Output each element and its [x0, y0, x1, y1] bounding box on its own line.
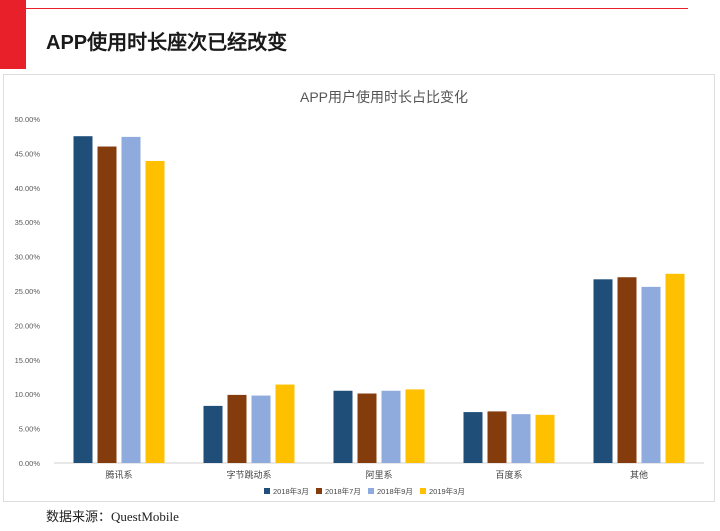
page-title: APP使用时长座次已经改变	[46, 26, 287, 55]
header-rule	[26, 8, 688, 9]
chart-title: APP用户使用时长占比变化	[300, 89, 468, 105]
bar-5-4	[666, 274, 685, 463]
y-tick-label: 45.00%	[15, 149, 41, 158]
y-tick-label: 5.00%	[19, 425, 41, 434]
bar-chart: APP用户使用时长占比变化 0.00% 5.00% 10.00% 15.00% 20.00…	[4, 75, 716, 503]
y-tick-label: 35.00%	[15, 218, 41, 227]
bar-3-4	[406, 389, 425, 463]
bar-2-4	[276, 385, 295, 463]
bar-4-1	[464, 412, 483, 463]
bar-3-2	[358, 394, 377, 463]
legend-swatch	[264, 488, 270, 494]
bar-2-2	[228, 395, 247, 463]
y-tick-label: 50.00%	[15, 115, 41, 124]
bar-1-1	[74, 136, 93, 463]
bar-4-3	[512, 414, 531, 463]
bar-1-4	[146, 161, 165, 463]
legend-entry: 2018年3月	[273, 486, 309, 496]
y-tick-label: 15.00%	[15, 356, 41, 365]
x-category-label: 其他	[630, 469, 648, 481]
legend-swatch	[316, 488, 322, 494]
bar-1-2	[98, 147, 117, 463]
bar-1-3	[122, 137, 141, 463]
bar-3-3	[382, 391, 401, 463]
x-category-label: 腾讯系	[105, 469, 132, 481]
bar-5-1	[594, 279, 613, 463]
y-tick-label: 20.00%	[15, 321, 41, 330]
y-tick-label: 40.00%	[15, 184, 41, 193]
x-category-label: 百度系	[495, 469, 522, 481]
x-category-label: 字节跳动系	[226, 469, 271, 481]
legend-entry: 2018年7月	[325, 486, 361, 496]
bar-4-2	[488, 411, 507, 463]
legend-swatch	[420, 488, 426, 494]
x-category-label: 阿里系	[365, 470, 392, 481]
y-tick-label: 30.00%	[15, 253, 41, 262]
y-tick-label: 0.00%	[19, 459, 41, 468]
legend-entry: 2019年3月	[429, 486, 465, 496]
bar-2-3	[252, 396, 271, 463]
bar-4-4	[536, 415, 555, 463]
bar-2-1	[204, 406, 223, 463]
legend-swatch	[368, 488, 374, 494]
y-tick-label: 25.00%	[15, 287, 41, 296]
chart-panel: APP用户使用时长占比变化 0.00% 5.00% 10.00% 15.00% 20.00…	[3, 74, 715, 502]
bar-3-1	[334, 391, 353, 463]
y-tick-label: 10.00%	[15, 390, 41, 399]
bar-5-2	[618, 277, 637, 463]
bar-5-3	[642, 287, 661, 463]
legend-entry: 2018年9月	[377, 486, 413, 496]
title-accent-bar	[0, 0, 26, 69]
data-source-note: 数据来源：QuestMobile	[46, 506, 179, 525]
